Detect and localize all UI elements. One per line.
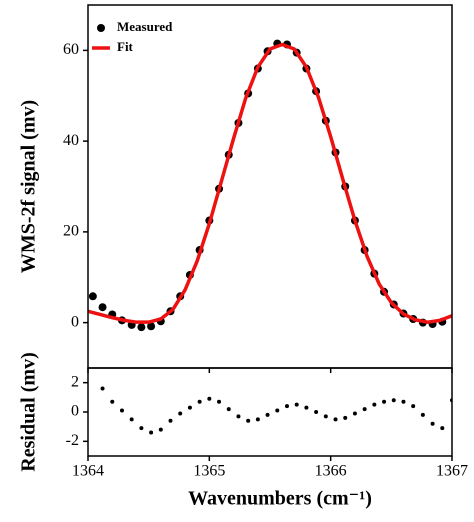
residual-point: [304, 405, 309, 410]
residual-point: [411, 404, 416, 409]
residual-point: [158, 427, 163, 432]
residual-point: [372, 402, 377, 407]
y-tick-label: 60: [63, 41, 79, 58]
residual-point: [284, 404, 289, 409]
y-tick-label: -2: [66, 432, 79, 449]
x-tick-label: 1366: [315, 463, 347, 480]
y-tick-label: 0: [71, 403, 79, 420]
residual-point: [100, 386, 105, 391]
plot-area: [88, 39, 452, 332]
y-axis-title: Residual (mv): [18, 352, 40, 471]
plot-area: [100, 386, 452, 435]
residual-point: [246, 418, 251, 423]
measured-point: [98, 303, 107, 312]
y-tick-label: 20: [63, 223, 79, 240]
x-tick-label: 1364: [72, 463, 104, 480]
measured-point: [137, 323, 146, 332]
legend-swatch: [97, 24, 105, 32]
frame: [87, 367, 453, 457]
residual-point: [149, 430, 154, 435]
residual-point: [440, 426, 445, 431]
residual-point: [401, 399, 406, 404]
y-tick-label: 40: [63, 132, 79, 149]
residual-point: [430, 421, 435, 426]
residual-point: [362, 407, 367, 412]
x-tick-label: 1365: [193, 463, 225, 480]
measured-point: [88, 292, 97, 301]
measured-point: [147, 322, 156, 331]
residual-point: [265, 412, 270, 417]
fit-line: [88, 42, 452, 324]
residual-point: [178, 411, 183, 416]
residual-point: [391, 398, 396, 403]
residual-point: [110, 399, 115, 404]
residual-point: [333, 417, 338, 422]
residual-point: [129, 417, 134, 422]
residual-point: [343, 415, 348, 420]
residual-point: [236, 414, 241, 419]
legend-label: Fit: [117, 39, 134, 54]
residual-point: [119, 408, 124, 413]
y-tick-label: 2: [71, 373, 79, 390]
y-tick-label: 0: [71, 313, 79, 330]
residual-point: [187, 405, 192, 410]
residual-point: [255, 417, 260, 422]
frame: [87, 4, 453, 369]
residual-point: [207, 396, 212, 401]
residual-point: [352, 411, 357, 416]
residual-point: [314, 410, 319, 414]
residual-point: [168, 418, 173, 423]
x-axis-title: Wavenumbers (cm⁻¹): [188, 488, 372, 510]
residual-point: [139, 426, 144, 431]
residual-point: [197, 399, 202, 404]
y-axis-title: WMS-2f signal (mv): [18, 100, 40, 273]
x-tick-label: 1367: [436, 463, 468, 480]
residual-point: [294, 402, 299, 407]
residual-point: [323, 414, 328, 419]
residual-point: [226, 407, 231, 412]
residual-point: [275, 408, 280, 413]
legend-label: Measured: [117, 19, 173, 34]
residual-point: [217, 399, 222, 404]
residual-point: [382, 399, 387, 404]
residual-point: [420, 412, 425, 417]
